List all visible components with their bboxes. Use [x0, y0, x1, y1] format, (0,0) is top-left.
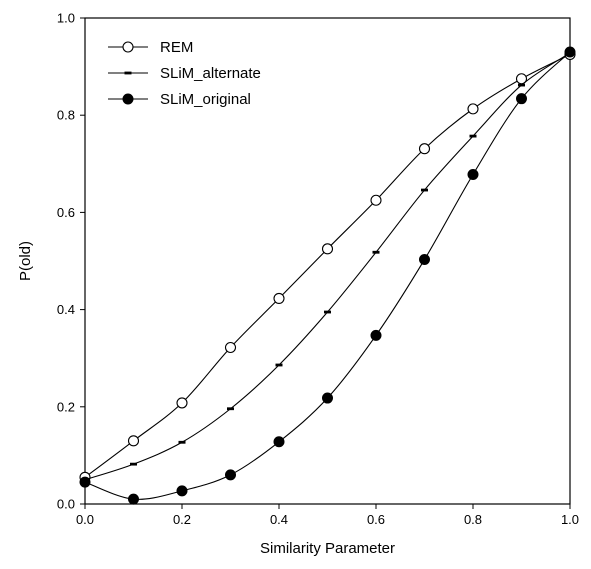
data-point [127, 435, 140, 447]
y-tick-label: 1.0 [57, 11, 75, 26]
y-tick-label: 0.8 [57, 108, 75, 123]
data-point [518, 83, 525, 87]
y-tick-label: 0.4 [57, 302, 75, 317]
series-REM [79, 48, 576, 483]
x-tick-label: 0.2 [173, 512, 191, 527]
legend-entry: REM [108, 39, 193, 56]
data-point [421, 188, 428, 192]
x-tick-label: 0.0 [76, 512, 94, 527]
data-point [176, 397, 188, 409]
x-tick-label: 0.6 [367, 512, 385, 527]
data-point [322, 392, 333, 404]
data-point [273, 436, 285, 448]
x-tick-label: 0.4 [270, 512, 288, 527]
data-point [130, 462, 137, 466]
series-SLiM_alternate [81, 51, 574, 482]
legend-entry: SLiM_original [108, 91, 251, 108]
y-tick-label: 0.0 [57, 497, 75, 512]
x-axis-label: Similarity Parameter [260, 540, 395, 557]
data-point [370, 329, 382, 341]
data-point [225, 469, 236, 481]
legend-entry: SLiM_alternate [108, 65, 261, 82]
data-point [467, 103, 479, 115]
data-point [372, 250, 380, 254]
plot-frame [84, 17, 571, 505]
data-point [227, 407, 234, 411]
data-point [419, 254, 430, 266]
y-axis-label: P(old) [17, 241, 34, 281]
x-tick-label: 0.8 [464, 512, 482, 527]
series-line [84, 51, 571, 500]
data-point [321, 243, 334, 255]
data-point [275, 363, 283, 367]
data-point [273, 292, 285, 304]
data-point [79, 476, 91, 488]
y-tick-label: 0.2 [57, 399, 75, 414]
data-point [224, 341, 237, 354]
data-point [418, 143, 431, 155]
legend-marker [122, 93, 134, 105]
legend-marker [124, 71, 132, 75]
legend-label: REM [160, 39, 193, 56]
data-point [467, 168, 479, 180]
legend-label: SLiM_alternate [160, 65, 261, 82]
legend-marker [122, 41, 134, 53]
series-line [84, 53, 571, 478]
x-tick-label: 1.0 [561, 512, 579, 527]
legend-label: SLiM_original [160, 91, 251, 108]
data-point [324, 310, 331, 314]
data-point [128, 493, 139, 505]
data-point [469, 134, 477, 138]
data-point [564, 46, 576, 58]
data-point [176, 485, 188, 497]
series-SLiM_original [79, 46, 576, 505]
data-point [370, 194, 382, 206]
y-tick-label: 0.6 [57, 205, 75, 220]
series-line [84, 52, 571, 481]
data-point [178, 440, 186, 444]
data-point [516, 93, 527, 105]
